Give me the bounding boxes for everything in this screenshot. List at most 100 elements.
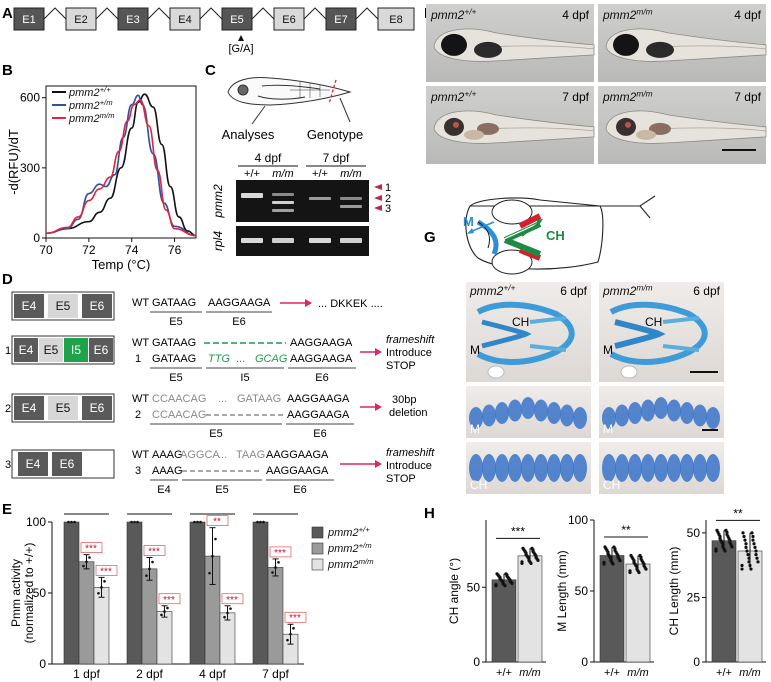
intron-line xyxy=(251,7,275,20)
stage-label: 7 dpf xyxy=(734,90,761,104)
otic-vesicle xyxy=(620,365,638,379)
stained-cartilage xyxy=(529,316,567,352)
analyses-label: Analyses xyxy=(222,127,275,142)
data-point xyxy=(602,560,606,564)
y-tick-label: 0 xyxy=(693,655,700,669)
genotype-label: pmm2m/m xyxy=(602,282,653,298)
gel-band xyxy=(340,238,362,243)
y-tick-label: 50 xyxy=(575,584,589,598)
y-tick-label: 0 xyxy=(39,657,46,671)
seq-text: ... xyxy=(218,449,227,461)
chondrocyte xyxy=(615,404,629,427)
gel-group-4dpf: 4 dpf xyxy=(255,151,282,165)
ch-length-chart: 0 25 50 CH Length (mm) +/+ m/m ** xyxy=(667,506,766,679)
data-point xyxy=(639,555,643,559)
band-number: 1 xyxy=(385,182,391,194)
seq-label: WT xyxy=(132,297,149,309)
exon-box xyxy=(18,452,48,476)
legend-swatch xyxy=(311,542,324,555)
x-tick-label: m/m xyxy=(519,667,540,679)
seq-text: AAAG xyxy=(152,449,183,461)
seq-text: GATAAG xyxy=(152,337,196,349)
variant-2-sequence: WT CCAACAG ... GATAAG AAGGAAGA 2 CCAACAG… xyxy=(132,393,428,440)
data-point xyxy=(148,567,151,571)
data-point xyxy=(531,548,535,552)
seq-label: WT xyxy=(132,393,149,405)
swim-bladder xyxy=(477,122,499,135)
intron-line xyxy=(147,7,171,20)
chondrocyte xyxy=(547,454,561,482)
variant-number: 2 xyxy=(5,403,11,415)
seq-text: CCAACAG xyxy=(152,393,206,405)
otic-vesicle xyxy=(487,365,505,379)
data-point xyxy=(73,520,76,524)
data-point xyxy=(750,531,754,535)
data-point xyxy=(136,520,139,524)
band-number: 2 xyxy=(385,193,391,205)
genotype-label: pmm2m/m xyxy=(602,6,653,22)
chondrocyte xyxy=(573,454,587,482)
panel-letter-g: G xyxy=(424,229,436,246)
transcript-diagrams: E4 E5 E6 1 E4 E5 I5 E6 2 E4 E5 E6 3 E4 E6 xyxy=(5,291,115,479)
data-point xyxy=(145,574,148,577)
yolk xyxy=(474,41,502,58)
bar xyxy=(625,563,651,663)
bar xyxy=(517,555,543,663)
result-text: STOP xyxy=(386,360,416,372)
band-arrow xyxy=(374,184,382,190)
x-tick-label: m/m xyxy=(739,667,760,679)
data-point xyxy=(70,520,73,524)
chondrocyte xyxy=(641,399,655,422)
significance-box xyxy=(143,545,166,556)
data-point xyxy=(67,520,70,524)
significance-box xyxy=(269,546,292,558)
significance-label: *** xyxy=(511,524,525,538)
data-point xyxy=(745,549,749,553)
intron-line xyxy=(199,7,223,20)
genotype-label: pmm2+/m xyxy=(68,98,113,112)
significance-label: *** xyxy=(148,547,160,558)
y-axis-label: CH angle (°) xyxy=(447,558,461,624)
gel-band xyxy=(241,193,263,198)
data-point xyxy=(743,538,747,542)
seq-label: 2 xyxy=(135,409,141,421)
result-text: ... DKKEK .... xyxy=(318,298,383,310)
seq-text: ... xyxy=(236,353,245,365)
legend-swatch xyxy=(311,558,324,571)
exon-box xyxy=(52,452,82,476)
gel-band xyxy=(340,197,362,200)
schematic-label-ch: CH xyxy=(546,228,565,243)
data-point xyxy=(193,520,196,524)
chondrocyte xyxy=(521,397,535,419)
result-text: frameshift xyxy=(386,334,435,346)
lane-label: m/m xyxy=(340,168,361,180)
significance-box xyxy=(221,593,244,605)
significance-box xyxy=(80,542,103,553)
data-point xyxy=(130,520,133,524)
exon-label: E5 xyxy=(209,428,222,440)
exon-structure: E1 E2 E3 E4 E5 E6 E7 E8 xyxy=(13,7,415,31)
data-point xyxy=(103,580,106,583)
chondrocyte xyxy=(573,407,587,429)
data-point xyxy=(151,560,154,564)
band-arrow xyxy=(374,195,382,201)
data-point xyxy=(88,556,91,559)
panel-b: B 70 72 74 76 0 300 600 Temp (°C) -d(RFU)/dT pmm2… xyxy=(2,62,197,272)
data-point xyxy=(628,569,632,573)
gel-band xyxy=(272,209,294,212)
exon-box xyxy=(14,294,44,318)
exon-label: E4 xyxy=(22,299,37,313)
exon-box xyxy=(48,396,78,420)
data-point xyxy=(744,545,748,549)
chondrocyte xyxy=(693,454,707,482)
chondrocyte xyxy=(560,404,574,427)
data-point xyxy=(714,547,718,551)
exon-label: E5 xyxy=(169,316,182,328)
seq-text: AAGGAAGA xyxy=(208,297,271,309)
larvae-images: pmm2+/+ 4 dpf pmm2m/m 4 dpf pmm2+/+ 7 dpf pmm2… xyxy=(426,4,767,164)
result-text: STOP xyxy=(386,473,416,485)
chondrocyte xyxy=(534,399,548,422)
chondrocyte xyxy=(693,404,707,427)
